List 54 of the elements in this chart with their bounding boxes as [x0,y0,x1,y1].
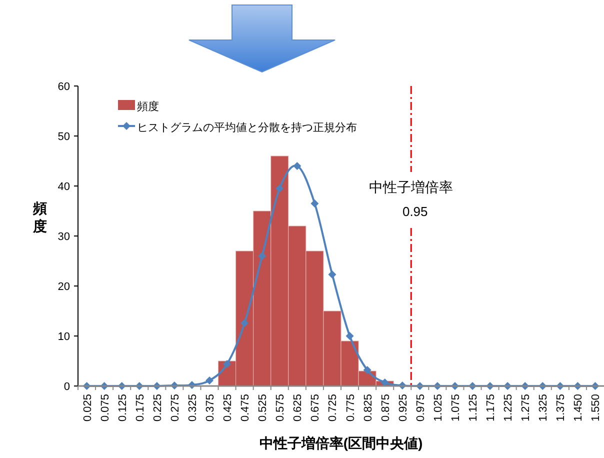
annotation: 中性子増倍率 [369,179,454,195]
point [223,360,232,368]
x-tick-label: 1.025 [432,394,444,422]
x-tick-label: 0.075 [99,394,112,422]
x-tick-label: 0.725 [327,394,340,422]
x-tick-label: 1.225 [502,394,515,422]
x-tick-label: 0.025 [82,394,94,422]
y-tick-label: 60 [58,81,70,93]
x-tick-label: 1.075 [450,394,462,422]
x-tick-label: 0.675 [310,394,322,422]
x-tick-label: 0.525 [257,394,270,422]
point [206,376,214,384]
x-tick-label: 0.225 [152,394,164,422]
x-tick-label: 0.175 [134,394,146,422]
x-tick-label: 0.825 [362,394,374,422]
y-tick-label: 20 [58,281,70,293]
x-tick-label: 1.375 [555,394,568,422]
x-tick-label: 0.375 [204,394,216,422]
x-tick-label: 1.325 [538,394,550,422]
x-tick-label: 0.475 [240,394,252,422]
legend-label: ヒストグラムの平均値と分散を持つ正規分布 [137,122,357,134]
annotation: 0.95 [402,204,428,219]
y-tick-label: 0 [64,381,70,393]
point [258,252,266,260]
x-tick-label: 1.550 [590,394,602,422]
point [363,366,372,374]
x-tick-label: 1.125 [468,394,480,422]
x-tick-label: 0.975 [414,394,427,422]
y-tick-label: 50 [58,131,70,143]
legend-label: 頻度 [137,100,159,113]
y-tick-label: 10 [58,331,70,343]
point [293,162,302,170]
x-axis-title: 中性子増倍率(区間中央値) [259,435,423,451]
x-tick-label: 0.775 [344,394,357,422]
x-tick-label: 0.575 [274,394,287,422]
point [346,332,354,340]
x-tick-label: 1.175 [485,394,498,422]
point [380,378,389,386]
x-tick-label: 0.875 [380,394,392,422]
x-tick-label: 0.625 [292,394,304,422]
x-tick-label: 0.275 [169,394,182,422]
x-tick-label: 0.125 [116,394,129,422]
x-tick-label: 1.275 [520,394,532,422]
x-tick-label: 0.325 [186,394,199,422]
point [310,200,319,208]
point [276,184,284,192]
x-tick-label: 0.925 [397,394,410,422]
point [240,319,249,327]
point [328,270,336,278]
x-tick-label: 0.425 [222,394,234,422]
y-tick-label: 40 [58,181,70,193]
y-axis-title: 頻度 [32,200,47,234]
y-tick-label: 30 [58,231,70,243]
x-tick-label: 1.450 [572,394,585,422]
